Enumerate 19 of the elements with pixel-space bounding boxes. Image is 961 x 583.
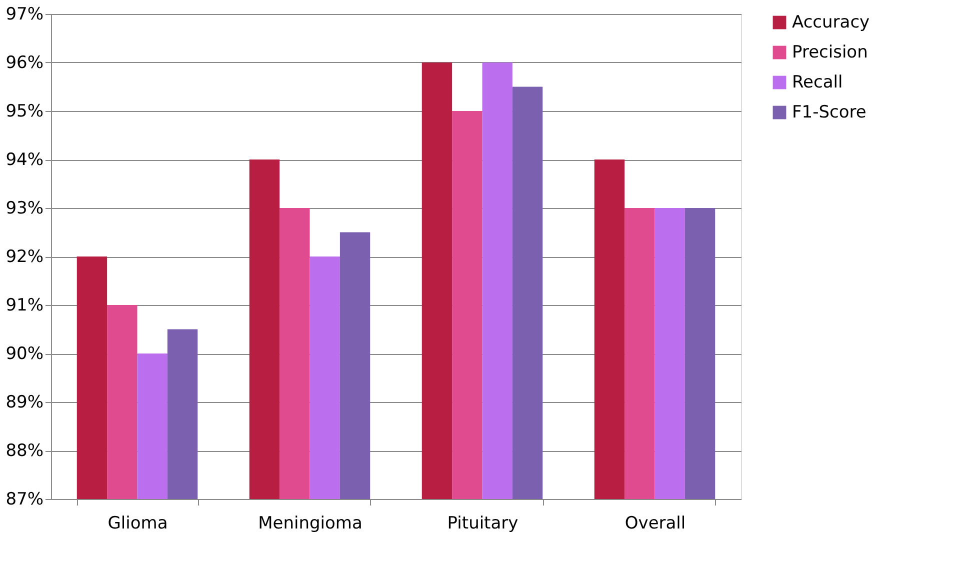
y-tick-label: 91% [6,296,44,316]
y-tick-label: 93% [6,198,44,218]
y-tick-label: 96% [6,53,44,73]
y-tick-label: 92% [6,247,44,267]
x-tick-label: Glioma [108,514,168,534]
x-tick-label: Overall [624,514,686,534]
y-tick-label: 87% [6,490,44,510]
y-tick-label: 88% [6,441,44,461]
y-tick-label: 94% [6,150,44,170]
legend-label: Accuracy [792,12,870,32]
legend-label: Precision [792,42,868,62]
x-tick-label: Meningioma [258,514,362,534]
x-tick-label: Pituitary [447,514,518,534]
legend-label: Recall [792,72,843,92]
y-tick-label: 89% [6,392,44,412]
y-tick-label: 97% [6,4,44,24]
y-tick-label: 90% [6,344,44,364]
y-tick-label: 95% [6,102,44,122]
legend-label: F1-Score [792,102,866,122]
